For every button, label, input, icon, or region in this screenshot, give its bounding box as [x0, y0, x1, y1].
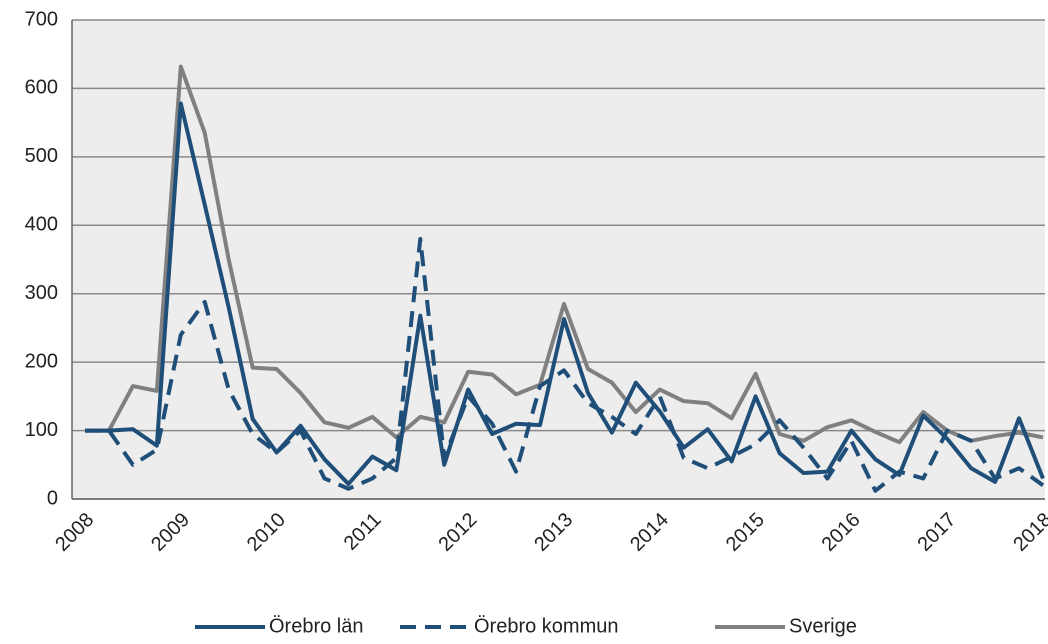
y-tick-label: 600 — [25, 77, 58, 99]
y-tick-label: 0 — [47, 487, 58, 509]
plot-area — [72, 20, 1045, 499]
x-tick-label: 2017 — [913, 509, 960, 556]
x-tick-label: 2018 — [1009, 509, 1048, 556]
legend-label: Sverige — [789, 615, 857, 637]
x-tick-label: 2009 — [147, 509, 194, 556]
x-tick-label: 2013 — [530, 509, 577, 556]
legend-label: Örebro kommun — [474, 615, 619, 637]
y-tick-label: 500 — [25, 145, 58, 167]
x-tick-label: 2015 — [722, 509, 769, 556]
y-tick-label: 100 — [25, 419, 58, 441]
x-tick-label: 2012 — [434, 509, 481, 556]
x-tick-label: 2016 — [818, 509, 865, 556]
x-tick-label: 2014 — [626, 509, 673, 556]
x-tick-label: 2008 — [51, 509, 98, 556]
y-tick-label: 200 — [25, 350, 58, 372]
y-tick-label: 300 — [25, 282, 58, 304]
series-line — [85, 101, 1045, 486]
x-tick-label: 2011 — [340, 509, 386, 555]
series-line — [85, 64, 1044, 445]
x-tick-label: 2010 — [243, 509, 290, 556]
y-tick-label: 400 — [25, 214, 58, 236]
y-tick-label: 700 — [25, 8, 58, 30]
series-line — [85, 236, 1045, 493]
legend-label: Örebro län — [269, 615, 364, 637]
